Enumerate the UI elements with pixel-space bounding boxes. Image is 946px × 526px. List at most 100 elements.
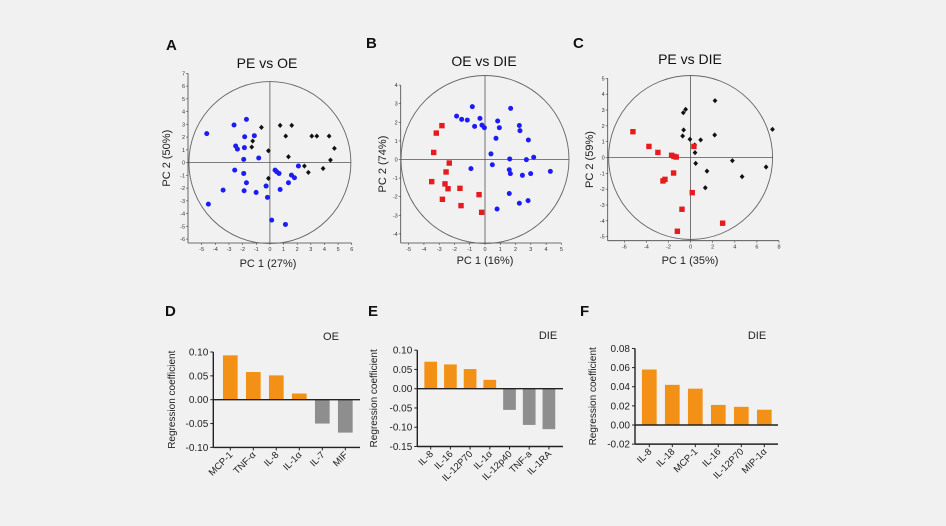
y-tick-label: -3 (180, 199, 185, 205)
x-tick-label: 8 (777, 245, 780, 251)
point-oe (256, 155, 262, 161)
bar-panel-e: EDIE-0.15-0.10-0.050.000.050.10IL-8IL-16… (368, 303, 563, 484)
point-oe (468, 166, 474, 172)
point-oe (241, 188, 247, 194)
bar-il-16 (444, 364, 457, 389)
point-pe (259, 124, 264, 131)
x-axis-label: PC 1 (35%) (662, 255, 719, 267)
point-oe (481, 125, 487, 131)
y-tick-label: 0.04 (611, 382, 631, 393)
point-pe (265, 175, 271, 182)
point-die (674, 228, 681, 234)
x-tick-label: -4 (421, 247, 426, 253)
bar-il-7 (314, 399, 330, 424)
y-tick-label: 0 (602, 156, 605, 162)
point-oe (495, 118, 501, 124)
point-oe (472, 123, 478, 129)
point-pe (250, 138, 256, 144)
x-tick-label: 4 (323, 247, 326, 253)
point-pe (680, 110, 686, 116)
panel-letter: D (165, 303, 176, 320)
point-pe (326, 133, 332, 139)
x-tick-label: 4 (733, 245, 736, 251)
point-oe (528, 171, 534, 177)
point-pe (683, 106, 689, 112)
y-tick-label: 0.05 (393, 365, 413, 376)
y-tick-label: -4 (600, 219, 605, 225)
point-die (433, 130, 439, 136)
point-pe (302, 163, 307, 169)
y-tick-label: 4 (182, 110, 185, 116)
point-oe (220, 187, 226, 193)
point-die (429, 178, 435, 185)
bar-il-18 (664, 384, 680, 425)
point-die (476, 191, 482, 198)
x-tick-label: TNF-α (231, 449, 258, 476)
x-tick-label: -2 (666, 245, 671, 251)
bar-mcp-1 (687, 388, 703, 425)
bar-il-1ra (542, 388, 556, 430)
x-tick-label: -4 (213, 247, 218, 253)
point-oe (506, 191, 512, 197)
x-tick-label: MCP-1 (672, 446, 701, 475)
y-tick-label: 0.00 (189, 395, 209, 406)
y-tick-label: 0 (182, 161, 185, 167)
y-axis-label: Regression coefficient (588, 347, 599, 445)
point-oe (489, 162, 495, 168)
point-oe (295, 163, 301, 169)
y-axis-label: Regression coefficient (369, 349, 380, 447)
point-oe (264, 194, 270, 200)
pca-panel-a: A PE vs OE -5 -4 -3 -2 -1 0 1 2 3 4 5 6 -6 -5 -4 -3 -2 -1 0 1… (161, 37, 353, 270)
panel-letter: A (166, 37, 177, 54)
panel-letter: B (366, 35, 377, 52)
point-pe (305, 169, 311, 176)
point-oe (241, 145, 247, 151)
y-tick-label: 3 (602, 108, 605, 114)
point-oe (516, 122, 522, 128)
point-die (443, 169, 449, 175)
point-pe (763, 164, 769, 170)
bar-il-1- (483, 379, 497, 389)
y-tick-label: 0.02 (611, 401, 631, 412)
y-tick-label: 1 (395, 139, 398, 145)
y-tick-label: 0 (395, 158, 398, 164)
y-tick-label: -1 (600, 171, 605, 177)
x-tick-label: MCP-1 (207, 450, 236, 479)
point-die (719, 220, 726, 226)
y-tick-label: -0.05 (186, 419, 209, 430)
point-oe (285, 180, 291, 186)
x-tick-label: MIF (331, 450, 350, 469)
x-tick-label: 6 (755, 245, 758, 251)
y-axis-label: PC 2 (50%) (161, 130, 173, 187)
y-tick-label: 6 (182, 84, 185, 90)
y-tick-label: 0.00 (393, 384, 413, 395)
point-oe (477, 115, 483, 121)
bar-il-16 (710, 404, 726, 425)
point-die (439, 196, 446, 203)
point-oe (516, 200, 522, 206)
bar-mip-1- (756, 409, 772, 425)
point-oe (282, 221, 288, 227)
x-tick-label: IL-1α (281, 449, 305, 473)
point-pe (249, 144, 255, 150)
y-tick-label: 1 (182, 148, 185, 154)
bar-il-12p40 (503, 388, 516, 410)
point-pe (693, 160, 699, 166)
point-die (445, 186, 451, 192)
x-tick-label: 1 (282, 247, 285, 253)
bar-tnf- (245, 372, 261, 400)
point-oe (519, 172, 525, 178)
bar-il-8 (641, 369, 657, 425)
point-pe (286, 154, 291, 160)
bar-il-12p70 (463, 369, 477, 389)
x-tick-label: -6 (622, 245, 627, 251)
point-oe (507, 156, 513, 162)
panel-letter: F (580, 303, 589, 320)
group-label: DIE (539, 330, 557, 342)
pca-panel-b: B OE vs DIE -5 -4 -3 -2 -1 0 1 2 3 4 5 -4 -3 -2 -1 0 1 2 3 4 P… (366, 35, 570, 267)
point-die (670, 170, 677, 176)
bar-il-8 (268, 375, 284, 400)
point-pe (704, 168, 710, 174)
